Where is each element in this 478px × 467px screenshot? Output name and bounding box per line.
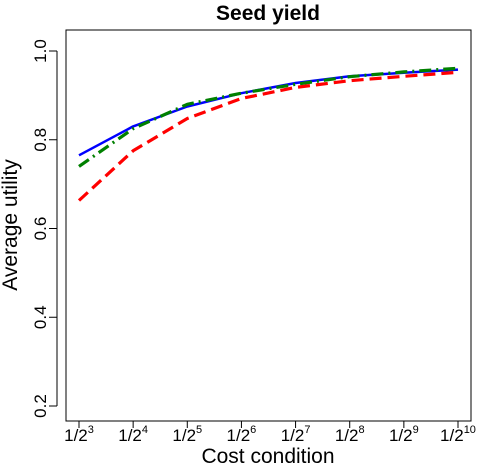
series-line-1 [78,68,459,157]
y-tick-label: 0.2 [31,394,50,418]
x-tick-label: 1/24 [118,424,148,445]
x-axis: 1/23 1/24 1/25 1/26 1/27 1/28 1/29 1/210 [64,420,476,445]
x-axis-label: Cost condition [201,445,334,467]
x-tick-label: 1/25 [172,424,202,445]
x-tick-label: 1/27 [281,424,311,445]
series-line-3 [77,70,459,202]
y-tick-label: 0.8 [31,128,50,152]
y-axis-label: Average utility [0,159,22,291]
x-tick-label: 1/29 [389,424,419,445]
x-tick-label: 1/26 [227,424,257,445]
y-tick-label: 1.0 [31,39,50,63]
series-line-2 [78,66,459,168]
series-layer [77,66,459,202]
x-tick-label: 1/210 [440,424,476,445]
y-tick-label: 0.4 [31,305,50,329]
y-tick-label: 0.6 [31,217,50,241]
chart-title: Seed yield [216,2,320,25]
x-tick-label: 1/28 [335,424,365,445]
y-axis: 0.2 0.4 0.6 0.8 1.0 [31,39,58,418]
x-tick-label: 1/23 [64,424,94,445]
